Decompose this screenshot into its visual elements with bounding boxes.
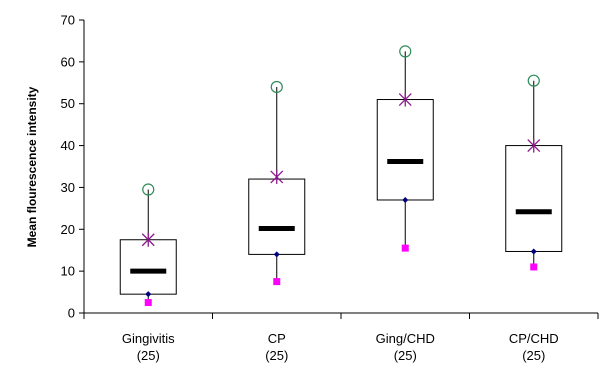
x-tick-label: Gingivitis [122, 331, 175, 346]
x-tick-count: (25) [394, 348, 417, 363]
p10-marker [273, 251, 280, 258]
p10-marker [530, 248, 537, 255]
min-marker [144, 299, 152, 307]
y-tick-label: 30 [61, 180, 75, 195]
max-marker [399, 45, 412, 58]
p90-marker [398, 92, 412, 107]
min-marker [401, 244, 409, 252]
y-tick-label: 50 [61, 96, 75, 111]
y-tick-label: 20 [61, 222, 75, 237]
x-tick-label: Ging/CHD [376, 331, 435, 346]
box-rect [505, 145, 563, 252]
min-marker [273, 278, 281, 286]
x-tick-count: (25) [522, 348, 545, 363]
box-4 [505, 74, 563, 271]
p10-marker [145, 291, 152, 298]
box-3 [376, 45, 434, 252]
p10-marker [402, 196, 409, 203]
x-tick-count: (25) [137, 348, 160, 363]
x-tick-count: (25) [265, 348, 288, 363]
y-tick-label: 10 [61, 264, 75, 279]
min-marker [530, 263, 538, 271]
x-tick-label: CP [268, 331, 286, 346]
y-tick-label: 70 [61, 13, 75, 28]
max-marker [142, 183, 155, 196]
box-series [119, 45, 563, 307]
max-marker [527, 74, 540, 87]
y-tick-label: 40 [61, 138, 75, 153]
axes [83, 20, 599, 319]
box-rect [119, 239, 177, 295]
y-tick-label: 0 [68, 306, 75, 321]
p90-marker [141, 232, 155, 247]
box-rect [376, 99, 434, 201]
y-tick-label: 60 [61, 54, 75, 69]
x-tick-label: CP/CHD [509, 331, 559, 346]
box-1 [119, 183, 177, 307]
x-axis-labels: Gingivitis (25) CP (25) Ging/CHD (25) CP/CHD (2… [122, 331, 559, 363]
y-axis-ticks: 0 10 20 30 40 50 60 70 [61, 13, 84, 321]
p90-marker [527, 138, 541, 153]
y-axis-label: Mean flourescence intensity [25, 86, 39, 247]
max-marker [270, 80, 283, 94]
box-2 [248, 80, 306, 286]
box-rect [248, 178, 306, 255]
p90-marker [270, 169, 284, 184]
